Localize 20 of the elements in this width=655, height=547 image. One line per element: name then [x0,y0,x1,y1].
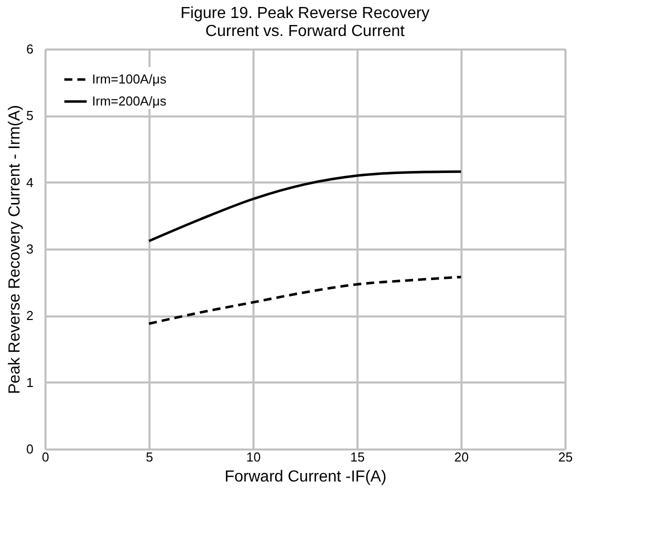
y-tick-label: 6 [26,42,34,56]
x-tick-label: 15 [350,450,365,464]
x-tick-label: 20 [454,450,469,464]
x-tick-label: 10 [246,450,261,464]
y-tick-label: 2 [26,308,34,324]
x-axis-title: Forward Current -IF(A) [224,468,386,486]
y-tick-label: 4 [26,174,34,190]
x-tick-label: 5 [146,450,154,464]
text: Current vs. Forward Current [205,23,405,40]
y-tick-label: 1 [26,374,34,390]
text: Figure 19. Peak Reverse Recovery [180,5,430,22]
y-tick-label: 3 [26,242,34,256]
y-axis-title: Peak Reverse Recovery Current - Irm(A) [6,105,24,394]
y-tick-label: 5 [26,108,34,124]
x-tick-label: 0 [42,450,50,464]
line-series [148,170,462,242]
line-series [148,276,462,325]
legend-label: Irm=200A/μs [92,94,167,108]
legend-label: Irm=100A/μs [92,72,167,86]
x-tick-label: 25 [558,450,573,464]
